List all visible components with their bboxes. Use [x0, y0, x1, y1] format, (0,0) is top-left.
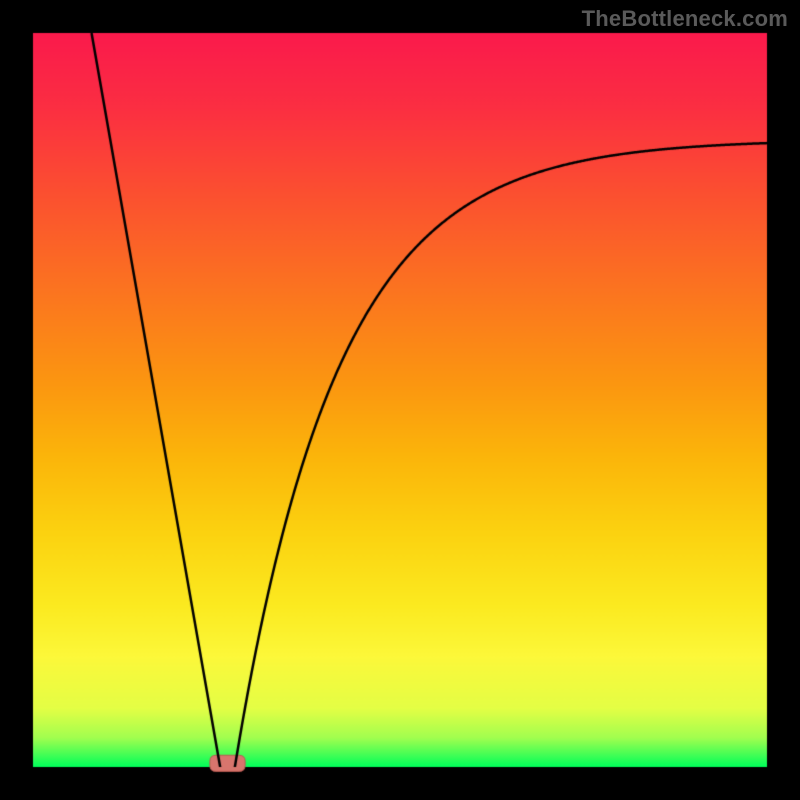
watermark-text: TheBottleneck.com [582, 6, 788, 32]
chart-container: TheBottleneck.com [0, 0, 800, 800]
chart-canvas [0, 0, 800, 800]
